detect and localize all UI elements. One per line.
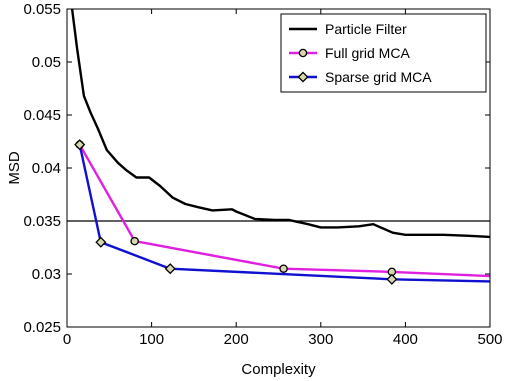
x-tick-label: 200 xyxy=(224,331,249,348)
series-full-grid-mca xyxy=(75,140,491,278)
legend-label: Full grid MCA xyxy=(325,45,410,61)
y-tick-label: 0.05 xyxy=(32,54,61,71)
y-axis-label: MSD xyxy=(6,151,23,185)
series-layer xyxy=(70,8,491,285)
legend-label: Sparse grid MCA xyxy=(325,69,432,85)
legend-circle-marker xyxy=(298,48,308,58)
circle-marker xyxy=(130,236,139,246)
diamond-marker xyxy=(95,236,107,248)
x-tick-label: 100 xyxy=(139,331,164,348)
y-tick-label: 0.035 xyxy=(23,213,61,230)
diamond-marker xyxy=(386,273,398,285)
x-tick-label: 500 xyxy=(477,331,502,348)
y-tick-label: 0.03 xyxy=(32,266,61,283)
diamond-marker xyxy=(74,139,86,151)
legend-entry-sparse-grid-mca: Sparse grid MCA xyxy=(289,69,432,85)
ticks-layer: 0 100 200 300 400 500 0.025 0.03 0.035 0.04 0.045 0… xyxy=(23,1,502,348)
diamond-marker xyxy=(164,263,176,275)
series-line-particle-filter xyxy=(70,8,491,239)
y-tick-label: 0.04 xyxy=(32,160,61,177)
x-tick-label: 0 xyxy=(63,331,71,348)
legend: Particle Filter Full grid MCA Sparse grid … xyxy=(280,13,487,93)
legend-entry-full-grid-mca: Full grid MCA xyxy=(289,45,410,61)
x-axis-label: Complexity xyxy=(241,361,316,378)
y-tick-label: 0.045 xyxy=(23,107,61,124)
legend-entry-particle-filter: Particle Filter xyxy=(289,21,407,37)
y-tick-label: 0.055 xyxy=(23,1,61,18)
x-tick-label: 300 xyxy=(308,331,333,348)
legend-diamond-marker xyxy=(297,71,309,83)
circle-marker xyxy=(279,264,288,273)
legend-label: Particle Filter xyxy=(325,21,407,37)
series-sparse-grid-mca xyxy=(74,139,491,285)
series-particle-filter xyxy=(70,8,491,239)
y-tick-label: 0.025 xyxy=(23,319,61,336)
x-tick-label: 400 xyxy=(393,331,418,348)
